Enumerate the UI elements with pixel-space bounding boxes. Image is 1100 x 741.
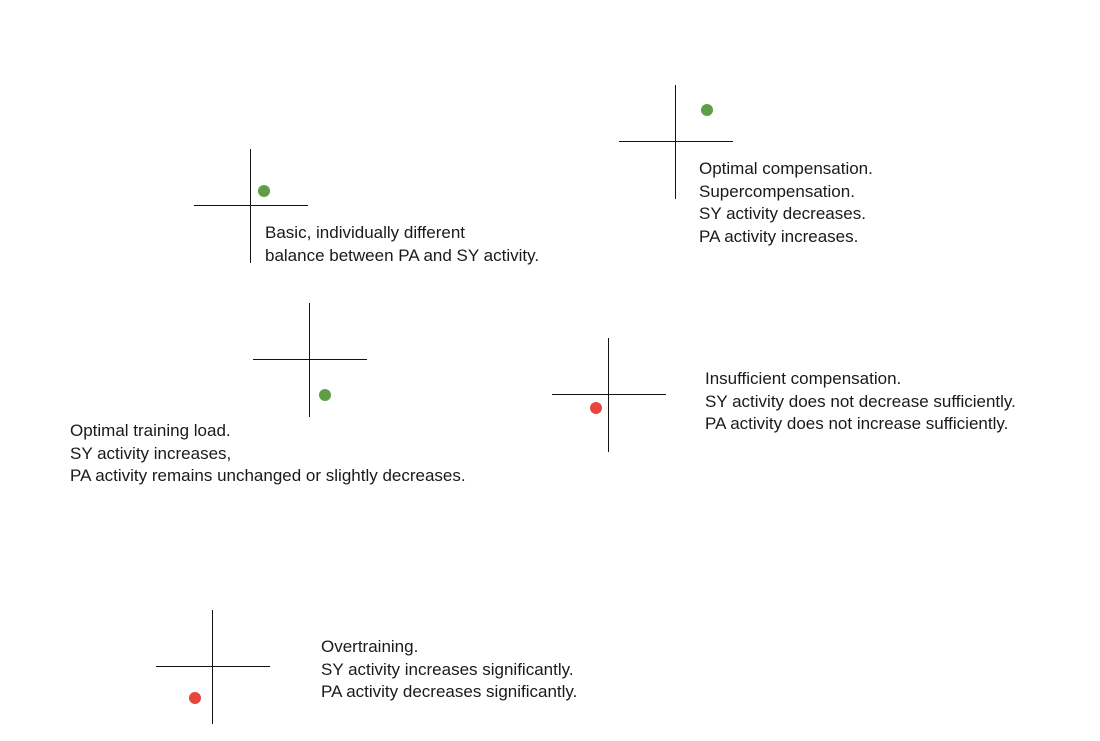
label-line: Overtraining. bbox=[321, 637, 419, 656]
crosshair-overtraining bbox=[156, 610, 270, 724]
state-dot-insufficient-compensation bbox=[590, 402, 602, 414]
vertical-axis bbox=[675, 85, 677, 199]
label-optimal-compensation: Optimal compensation. Supercompensation.… bbox=[699, 158, 873, 248]
state-dot-basic bbox=[258, 185, 270, 197]
label-line: SY activity decreases. bbox=[699, 204, 866, 223]
vertical-axis bbox=[250, 149, 252, 263]
crosshair-insufficient-compensation bbox=[552, 338, 666, 452]
crosshair-basic bbox=[194, 149, 308, 263]
vertical-axis bbox=[608, 338, 610, 452]
vertical-axis bbox=[212, 610, 214, 724]
crosshair-optimal-compensation bbox=[619, 85, 733, 199]
vertical-axis bbox=[309, 303, 311, 417]
label-line: Supercompensation. bbox=[699, 181, 855, 201]
state-dot-optimal-training-load bbox=[319, 389, 331, 401]
label-line: SY activity increases, bbox=[70, 443, 232, 463]
crosshair-optimal-training-load bbox=[253, 303, 367, 417]
label-basic: Basic, individually different balance be… bbox=[265, 222, 539, 267]
label-line: SY activity does not decrease sufficient… bbox=[705, 391, 1016, 411]
label-line: PA activity increases. bbox=[699, 226, 859, 246]
label-line: PA activity decreases significantly. bbox=[321, 682, 578, 701]
state-dot-overtraining bbox=[189, 692, 201, 704]
label-line: PA activity does not increase sufficient… bbox=[705, 414, 1009, 433]
label-line: SY activity increases significantly. bbox=[321, 659, 574, 679]
label-insufficient-compensation: Insufficient compensation. SY activity d… bbox=[705, 368, 1016, 436]
label-line: Insufficient compensation. bbox=[705, 369, 902, 388]
label-line: Optimal training load. bbox=[70, 421, 231, 440]
label-line: PA activity remains unchanged or slightl… bbox=[70, 466, 466, 485]
label-line: Optimal compensation. bbox=[699, 159, 873, 178]
label-optimal-training-load: Optimal training load. SY activity incre… bbox=[70, 420, 466, 488]
label-line: balance between PA and SY activity. bbox=[265, 245, 540, 265]
state-dot-optimal-compensation bbox=[701, 104, 713, 116]
label-line: Basic, individually different bbox=[265, 223, 466, 242]
label-overtraining: Overtraining. SY activity increases sign… bbox=[321, 636, 577, 704]
